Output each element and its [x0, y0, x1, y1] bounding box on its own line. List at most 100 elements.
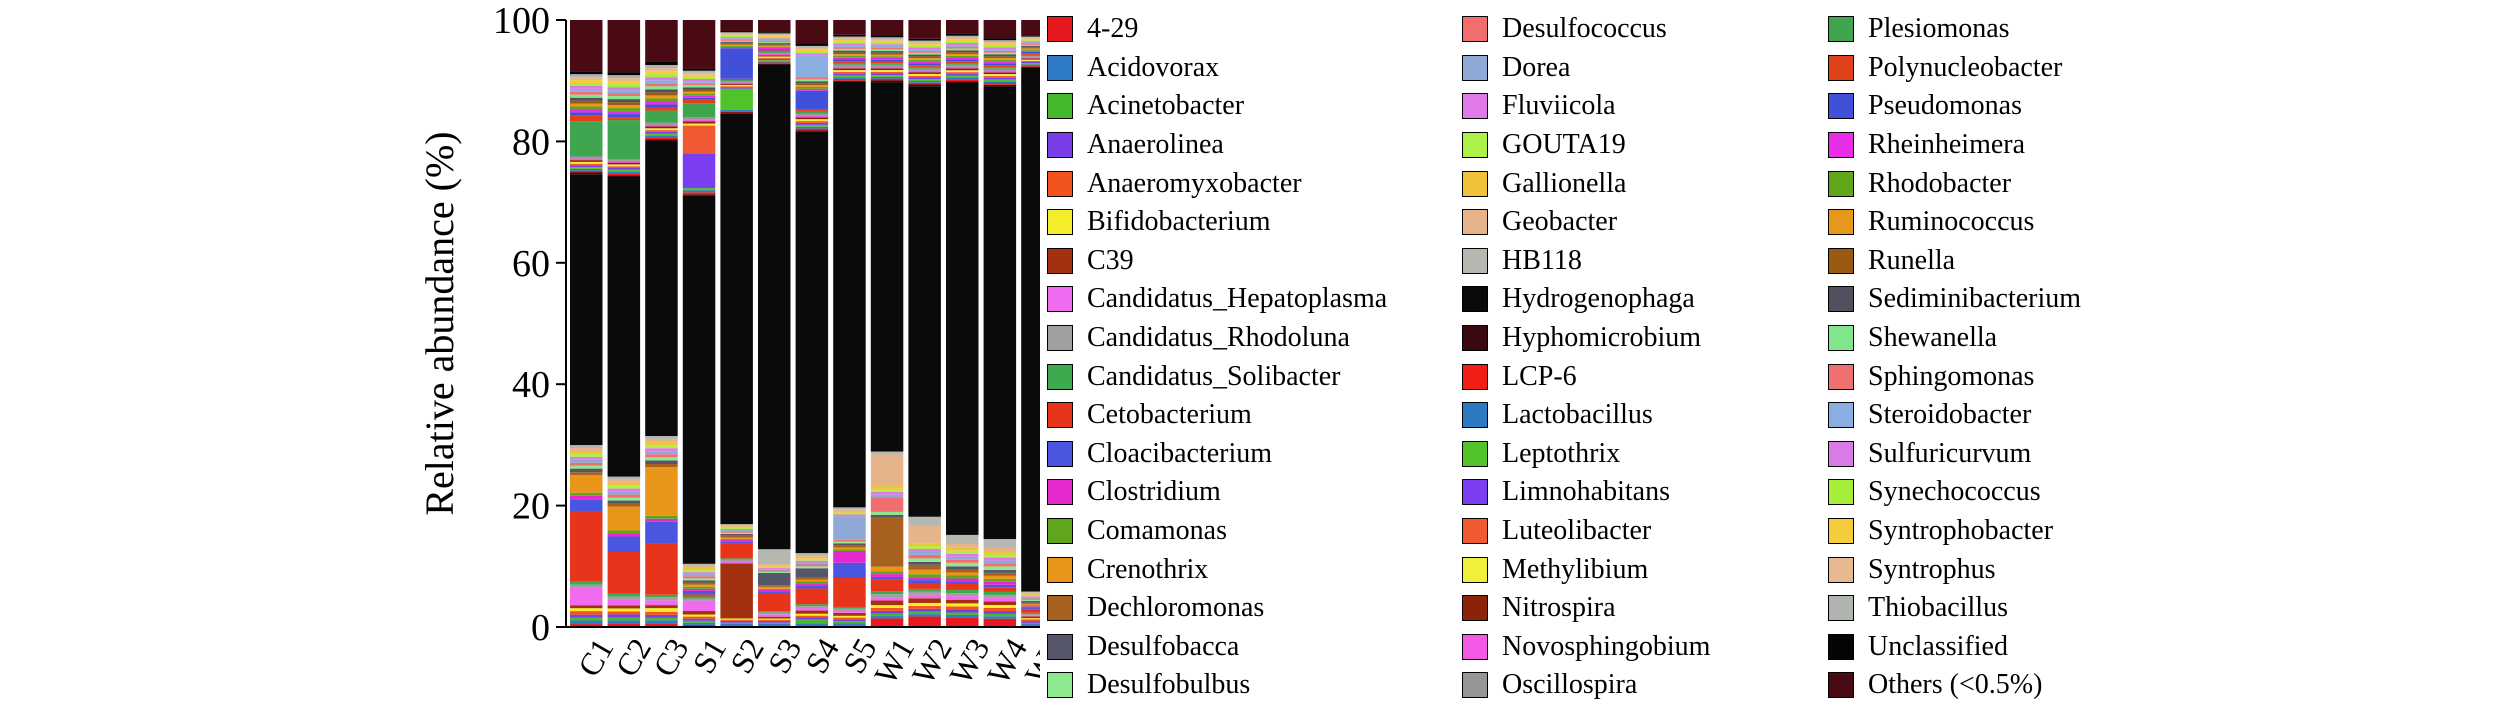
bar-segment	[870, 64, 904, 67]
bar-segment	[720, 110, 753, 112]
bar-segment	[795, 109, 829, 112]
legend-item: Bifidobacterium	[1047, 203, 1387, 242]
bar-segment	[645, 126, 678, 129]
y-tick-label: 40	[512, 364, 550, 406]
bar-segment	[795, 121, 829, 123]
bar-segment	[908, 82, 941, 85]
bar-segment	[983, 54, 1017, 57]
bar-segment	[1021, 613, 1040, 616]
legend-label: Lactobacillus	[1502, 399, 1653, 431]
bar-segment	[682, 192, 716, 195]
legend-item: C39	[1047, 242, 1387, 281]
legend-item: Leptothrix	[1462, 435, 1710, 474]
bar-segment	[720, 20, 753, 32]
legend-item: Syntrophus	[1828, 550, 2081, 589]
bar-segment	[607, 75, 641, 79]
bar-segment	[908, 546, 941, 549]
bar-segment	[795, 562, 829, 565]
bar-segment	[570, 172, 603, 175]
bar-segment	[607, 176, 641, 477]
bar-segment	[758, 565, 791, 567]
bar-segment	[570, 608, 603, 612]
bar-segment	[833, 615, 866, 618]
bar-W4	[983, 20, 1017, 627]
bar-segment	[833, 20, 866, 35]
bar-W3	[946, 20, 979, 627]
legend-label: Dorea	[1502, 51, 1571, 83]
bar-segment	[645, 600, 678, 606]
bar-segment	[870, 80, 904, 83]
bar-segment	[720, 622, 753, 624]
bar-segment	[1021, 35, 1040, 37]
bar-segment	[1021, 64, 1040, 66]
bar-segment	[833, 77, 866, 79]
legend-label: Crenothrix	[1087, 553, 1209, 585]
bar-segment	[833, 48, 866, 51]
bar-segment	[645, 86, 678, 90]
bar-segment	[645, 92, 678, 96]
legend-item: Runella	[1828, 242, 2081, 281]
bar-segment	[946, 63, 979, 65]
bar-segment	[720, 525, 753, 527]
bar-segment	[570, 462, 603, 466]
bar-segment	[645, 98, 678, 102]
bar-segment	[983, 63, 1017, 66]
bar-segment	[946, 64, 979, 67]
bar-segment	[908, 548, 941, 552]
legend-item: Polynucleobacter	[1828, 49, 2081, 88]
bar-segment	[795, 553, 829, 555]
bar-segment	[946, 50, 979, 53]
bar-segment	[833, 36, 866, 39]
bar-segment	[908, 77, 941, 80]
bar-segment	[645, 110, 678, 123]
bar-segment	[870, 451, 904, 455]
bar-segment	[682, 565, 716, 568]
bar-segment	[645, 467, 678, 516]
bar-segment	[758, 56, 791, 58]
bar-segment	[720, 78, 753, 81]
bar-segment	[570, 445, 603, 449]
bar-segment	[870, 597, 904, 601]
bar-segment	[682, 611, 716, 615]
bar-segment	[645, 594, 678, 598]
bar-segment	[720, 83, 753, 85]
bar-segment	[758, 57, 791, 59]
legend-item: Candidatus_Rhodoluna	[1047, 319, 1387, 358]
bar-segment	[645, 521, 678, 544]
bar-segment	[682, 99, 716, 104]
legend-label: Hyphomicrobium	[1502, 322, 1702, 354]
bar-segment	[758, 592, 791, 612]
bar-segment	[1021, 36, 1040, 38]
bar-segment	[645, 133, 678, 136]
bar-W1	[870, 20, 904, 627]
bar-segment	[607, 500, 641, 504]
bar-segment	[570, 448, 603, 451]
bar-segment	[607, 168, 641, 170]
bar-segment	[870, 61, 904, 64]
bar-segment	[682, 590, 716, 595]
bar-segment	[833, 507, 866, 510]
bar-segment	[908, 45, 941, 48]
bar-segment	[758, 33, 791, 35]
bar-segment	[607, 87, 641, 91]
bar-segment	[946, 612, 979, 615]
bar-segment	[607, 488, 641, 492]
legend-label: Limnohabitans	[1502, 476, 1670, 508]
bar-segment	[795, 115, 829, 118]
bar-segment	[795, 113, 829, 116]
legend-label: Polynucleobacter	[1868, 51, 2063, 83]
bar-segment	[607, 479, 641, 483]
bar-segment	[833, 545, 866, 548]
bar-segment	[983, 20, 1017, 39]
bar-segment	[1021, 42, 1040, 44]
bar-segment	[682, 584, 716, 587]
bar-segment	[682, 194, 716, 196]
bar-segment	[720, 81, 753, 83]
bar-segment	[908, 40, 941, 43]
legend-swatch	[1462, 479, 1488, 506]
bar-segment	[720, 531, 753, 533]
bar-segment	[1021, 54, 1040, 57]
legend-swatch	[1047, 325, 1073, 352]
bar-segment	[946, 614, 979, 618]
bar-segment	[946, 581, 979, 584]
